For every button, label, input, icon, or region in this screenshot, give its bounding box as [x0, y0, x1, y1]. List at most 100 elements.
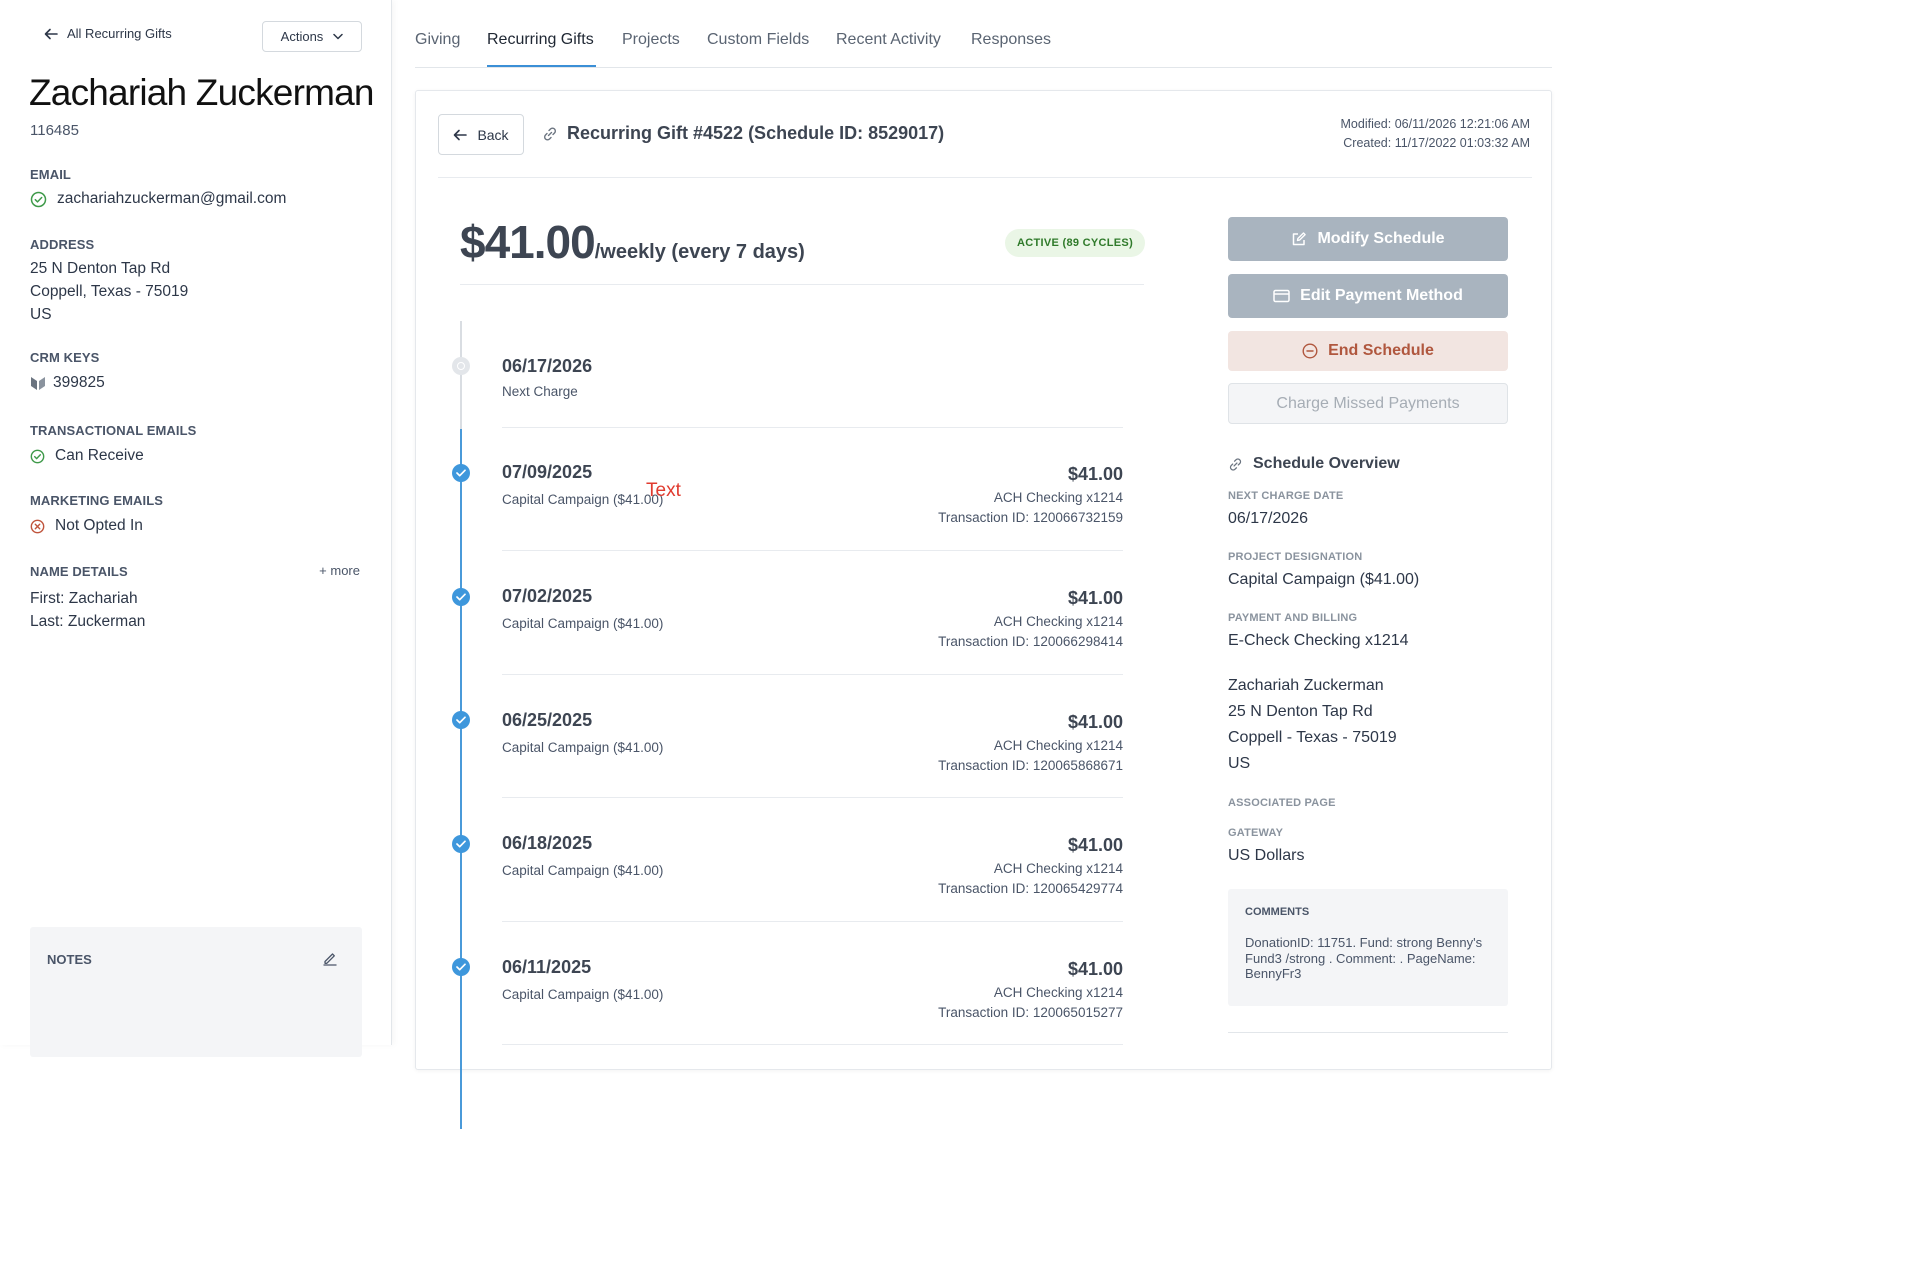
timeline-divider [502, 797, 1123, 798]
donor-id: 116485 [30, 122, 79, 139]
completed-check-icon [452, 711, 470, 729]
transaction-method: ACH Checking x1214 [993, 861, 1123, 876]
profile-tabs: Giving Recurring Gifts Projects Custom F… [415, 0, 1552, 68]
check-circle-icon [30, 449, 45, 464]
charge-missed-payments-button[interactable]: Charge Missed Payments [1228, 383, 1508, 424]
transaction-item[interactable]: 06/18/2025 Capital Campaign ($41.00) $41… [502, 833, 1123, 923]
billing-name: Zachariah Zuckerman [1228, 677, 1384, 694]
actions-dropdown[interactable]: Actions [262, 21, 362, 52]
all-recurring-gifts-link[interactable]: All Recurring Gifts [44, 26, 172, 41]
crm-key-value[interactable]: 399825 [53, 374, 105, 391]
tab-recurring-gifts[interactable]: Recurring Gifts [487, 31, 594, 48]
address-line-2: Coppell, Texas - 75019 [30, 283, 189, 300]
email-value[interactable]: zachariahzuckerman@gmail.com [57, 190, 287, 207]
transaction-id: Transaction ID: 120066298414 [938, 634, 1123, 649]
crm-keys-row: 399825 [30, 374, 105, 392]
transaction-description: Capital Campaign ($41.00) [502, 492, 664, 507]
timeline-divider [502, 921, 1123, 922]
transaction-date: 06/25/2025 [502, 710, 593, 730]
tab-responses[interactable]: Responses [971, 31, 1052, 48]
gateway-value: US Dollars [1228, 847, 1305, 864]
recurring-gift-card: Back Recurring Gift #4522 (Schedule ID: … [415, 90, 1552, 1129]
more-name-details-link[interactable]: + more [319, 563, 360, 578]
transaction-date: 06/11/2025 [502, 957, 592, 977]
timeline-divider [502, 550, 1123, 551]
timeline-line-past [460, 429, 462, 1129]
transaction-amount: $41.00 [1067, 835, 1123, 855]
gift-amount: $41.00 [460, 216, 596, 268]
transaction-id: Transaction ID: 120065015277 [938, 1005, 1123, 1020]
next-charge-date: 06/17/2026 [502, 356, 593, 376]
status-badge: ACTIVE (89 CYCLES) [1005, 229, 1146, 257]
check-circle-icon [30, 191, 47, 208]
comments-text: DonationID: 11751. Fund: strong Benny's … [1245, 935, 1483, 981]
transaction-item[interactable]: 07/02/2025 Capital Campaign ($41.00) $41… [502, 586, 1123, 676]
last-name: Last: Zuckerman [30, 613, 146, 630]
project-designation-value: Capital Campaign ($41.00) [1228, 571, 1420, 588]
transaction-date: 07/09/2025 [502, 462, 593, 482]
donor-name: Zachariah Zuckerman [29, 72, 374, 113]
notes-panel: NOTES [30, 927, 362, 1057]
transaction-description: Capital Campaign ($41.00) [502, 616, 664, 631]
stray-text-label: Text [646, 480, 681, 501]
completed-check-icon [452, 588, 470, 606]
address-line-3: US [30, 306, 52, 323]
chevron-down-icon [333, 33, 344, 40]
tab-custom-fields[interactable]: Custom Fields [707, 31, 810, 48]
end-schedule-button[interactable]: End Schedule [1228, 331, 1508, 371]
created-timestamp: Created: 11/17/2022 01:03:32 AM [1343, 136, 1530, 150]
gift-frequency: /weekly (every 7 days) [594, 241, 805, 263]
completed-check-icon [452, 464, 470, 482]
transaction-item[interactable]: 06/25/2025 Capital Campaign ($41.00) $41… [502, 710, 1123, 800]
edit-payment-method-button[interactable]: Edit Payment Method [1228, 274, 1508, 318]
pencil-icon[interactable] [322, 950, 338, 971]
back-label: Back [477, 126, 509, 143]
schedule-overview-title: Schedule Overview [1228, 455, 1400, 473]
comments-panel: COMMENTS DonationID: 11751. Fund: strong… [1228, 889, 1508, 1006]
gift-title-text: Recurring Gift #4522 (Schedule ID: 85290… [567, 123, 945, 143]
edit-payment-method-label: Edit Payment Method [1300, 287, 1463, 304]
transaction-item[interactable]: 06/11/2025 Capital Campaign ($41.00) $41… [502, 957, 1123, 1047]
transaction-id: Transaction ID: 120066732159 [938, 510, 1123, 525]
project-designation-label: PROJECT DESIGNATION [1228, 551, 1363, 563]
transactional-emails-label: TRANSACTIONAL EMAILS [30, 423, 197, 438]
transactional-emails-row: Can Receive [30, 447, 144, 465]
tab-projects[interactable]: Projects [622, 31, 680, 48]
charge-missed-payments-label: Charge Missed Payments [1276, 394, 1460, 412]
back-button[interactable]: Back [438, 114, 524, 155]
first-name: First: Zachariah [30, 590, 138, 607]
transaction-id: Transaction ID: 120065868671 [938, 758, 1123, 773]
header-divider [438, 177, 1532, 178]
billing-address-line-2: Coppell - Texas - 75019 [1228, 729, 1397, 746]
crm-logo-icon [30, 375, 46, 391]
marketing-emails-value: Not Opted In [55, 517, 143, 534]
transaction-method: ACH Checking x1214 [993, 490, 1123, 505]
transaction-method: ACH Checking x1214 [993, 985, 1123, 1000]
email-label: EMAIL [30, 167, 71, 182]
transaction-id: Transaction ID: 120065429774 [938, 881, 1123, 896]
name-details-label: NAME DETAILS [30, 564, 128, 579]
link-icon [1229, 457, 1242, 471]
tab-giving[interactable]: Giving [415, 31, 461, 48]
transaction-amount: $41.00 [1067, 712, 1123, 732]
donor-sidebar: All Recurring Gifts Actions Zachariah Zu… [0, 0, 392, 1057]
actions-label: Actions [280, 29, 324, 44]
link-icon [543, 126, 557, 141]
tab-recent-activity[interactable]: Recent Activity [836, 31, 941, 48]
amount-divider [460, 284, 1144, 285]
transaction-amount: $41.00 [1067, 588, 1123, 608]
modify-schedule-button[interactable]: Modify Schedule [1228, 217, 1508, 261]
timeline-line-upcoming [460, 321, 462, 429]
arrow-left-icon [44, 28, 58, 39]
next-charge-date-label: NEXT CHARGE DATE [1228, 490, 1344, 502]
modified-timestamp: Modified: 06/11/2026 12:21:06 AM [1340, 117, 1531, 131]
schedule-overview-title-text: Schedule Overview [1253, 455, 1400, 472]
overview-divider [1228, 1032, 1508, 1033]
transaction-item[interactable]: 07/09/2025 Capital Campaign ($41.00) $41… [502, 462, 1123, 552]
next-charge-dot-icon [452, 357, 470, 375]
address-label: ADDRESS [30, 237, 95, 252]
gateway-label: GATEWAY [1228, 827, 1284, 839]
associated-page-label: ASSOCIATED PAGE [1228, 797, 1336, 809]
active-tab-indicator [487, 65, 596, 67]
marketing-emails-label: MARKETING EMAILS [30, 493, 164, 508]
